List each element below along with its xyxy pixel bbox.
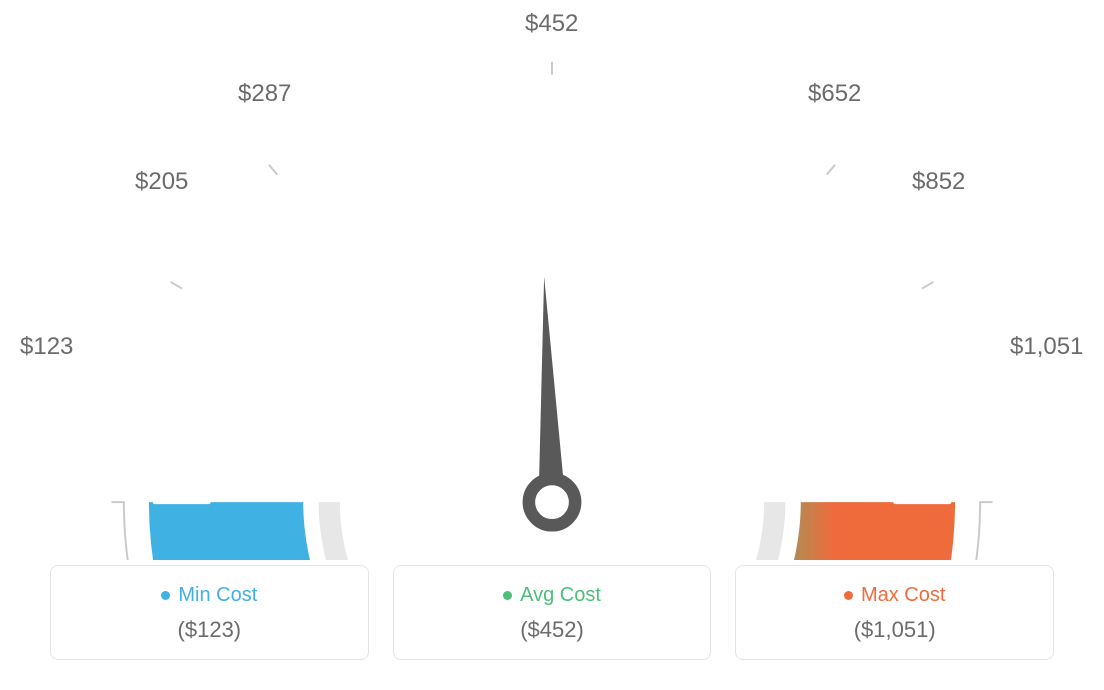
legend-value-min: ($123) — [51, 617, 368, 643]
gauge-tick-label: $452 — [525, 10, 578, 38]
legend-title-avg: Avg Cost — [503, 584, 601, 607]
legend-title-min: Min Cost — [161, 584, 257, 607]
legend-card-min: Min Cost ($123) — [50, 565, 369, 660]
legend-dot-avg — [503, 591, 512, 600]
gauge-tick-label: $123 — [20, 333, 73, 361]
legend-card-max: Max Cost ($1,051) — [735, 565, 1054, 660]
legend-value-avg: ($452) — [394, 617, 711, 643]
legend-title-max: Max Cost — [844, 584, 945, 607]
legend-value-max: ($1,051) — [736, 617, 1053, 643]
legend-dot-max — [844, 591, 853, 600]
legend-label-max: Max Cost — [861, 584, 945, 607]
gauge-tick-label: $1,051 — [1010, 333, 1083, 361]
gauge-chart: $123 $205 $287 $452 $652 $852 $1,051 — [0, 0, 1104, 560]
gauge-tick-label: $852 — [912, 168, 965, 196]
gauge-tick-label: $205 — [135, 168, 188, 196]
gauge-svg — [52, 20, 1052, 560]
legend-label-min: Min Cost — [178, 584, 257, 607]
gauge-tick-label: $652 — [808, 80, 861, 108]
legend-dot-min — [161, 591, 170, 600]
legend-label-avg: Avg Cost — [520, 584, 601, 607]
gauge-tick-label: $287 — [238, 80, 291, 108]
legend-card-avg: Avg Cost ($452) — [393, 565, 712, 660]
legend-row: Min Cost ($123) Avg Cost ($452) Max Cost… — [50, 565, 1054, 660]
